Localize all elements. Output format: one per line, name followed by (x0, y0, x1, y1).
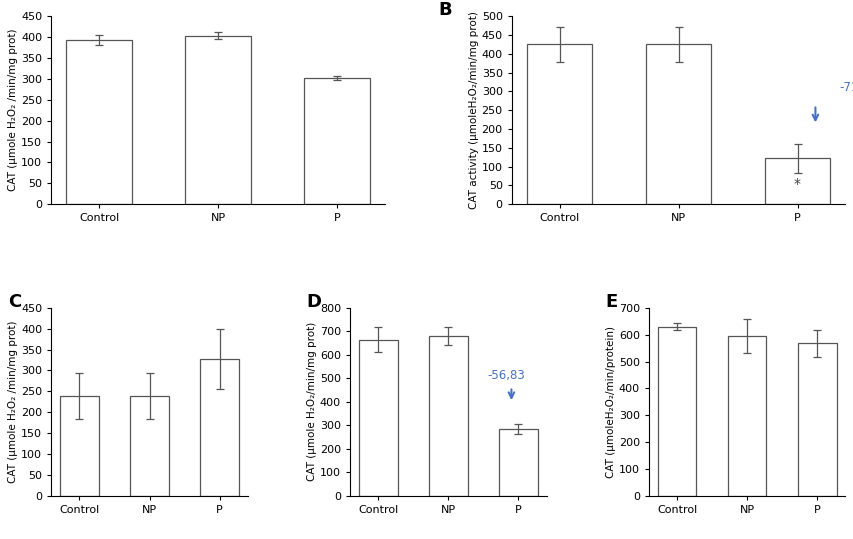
Y-axis label: CAT (μmole H₂O₂ /min/mg prot): CAT (μmole H₂O₂ /min/mg prot) (9, 321, 18, 483)
Y-axis label: CAT (μmole H₂O₂ /min/mg prot): CAT (μmole H₂O₂ /min/mg prot) (9, 29, 18, 191)
Bar (645, 44, 711, 204)
Text: -56,83: -56,83 (486, 369, 524, 383)
Bar (304, 78, 369, 204)
Y-axis label: CAT activity (μmoleH₂O₂/min/mg prot): CAT activity (μmoleH₂O₂/min/mg prot) (468, 11, 479, 209)
Text: E: E (605, 293, 618, 310)
Bar (657, 327, 695, 496)
Text: -71,5: -71,5 (838, 81, 853, 94)
Bar (131, 396, 169, 496)
Bar (764, 158, 829, 204)
Y-axis label: CAT (μmoleH₂O₂/min/protein): CAT (μmoleH₂O₂/min/protein) (606, 326, 615, 478)
Text: C: C (8, 293, 21, 310)
Bar (498, 429, 537, 496)
Bar (200, 359, 239, 496)
Text: D: D (306, 293, 322, 310)
Bar (526, 44, 592, 204)
Bar (67, 40, 131, 204)
Bar (60, 396, 99, 496)
Bar (727, 336, 765, 496)
Bar (185, 36, 251, 204)
Bar (428, 336, 467, 496)
Y-axis label: CAT (μmole H₂O₂/min/mg prot): CAT (μmole H₂O₂/min/mg prot) (307, 322, 316, 481)
Text: *: * (793, 177, 800, 191)
Text: B: B (438, 1, 451, 19)
Bar (797, 343, 836, 496)
Bar (358, 340, 397, 496)
